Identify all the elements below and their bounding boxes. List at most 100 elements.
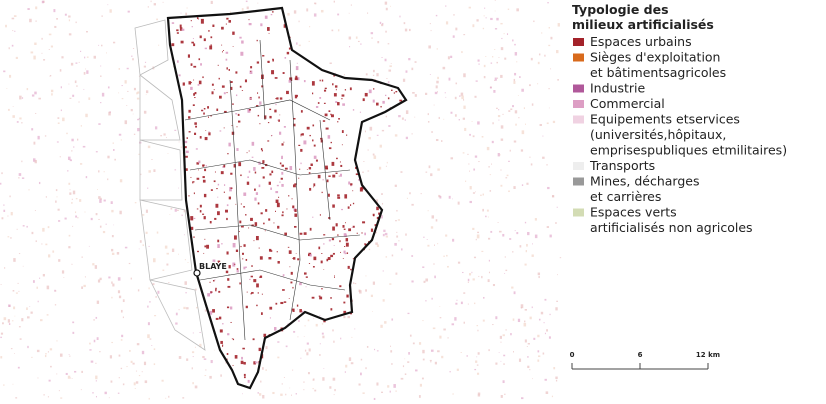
land-patch — [522, 130, 525, 134]
land-patch — [342, 130, 344, 133]
land-patch — [363, 161, 364, 162]
land-patch — [475, 191, 476, 192]
land-patch — [86, 70, 88, 74]
land-patch — [495, 0, 496, 1]
land-patch — [450, 56, 452, 58]
land-patch — [212, 25, 214, 27]
land-patch — [60, 156, 61, 157]
land-patch — [272, 59, 274, 60]
land-patch — [249, 151, 250, 152]
land-patch — [21, 122, 23, 123]
land-patch — [294, 226, 297, 228]
land-patch — [336, 158, 338, 159]
land-patch — [185, 13, 187, 16]
land-patch — [404, 359, 405, 360]
land-patch — [439, 336, 441, 339]
land-patch — [508, 110, 510, 112]
land-patch — [437, 243, 438, 244]
land-patch — [166, 264, 168, 266]
land-patch — [254, 189, 256, 191]
land-patch — [61, 109, 62, 111]
land-patch — [428, 45, 431, 48]
land-patch — [413, 343, 415, 345]
land-patch — [224, 184, 225, 186]
land-patch — [307, 169, 308, 170]
land-patch — [336, 223, 338, 226]
land-patch — [158, 45, 159, 46]
land-patch — [151, 1, 152, 2]
land-patch — [543, 353, 545, 355]
land-patch — [344, 229, 346, 230]
land-patch — [456, 300, 457, 301]
land-patch — [433, 263, 434, 265]
land-patch — [27, 8, 29, 10]
land-patch — [240, 52, 243, 56]
land-patch — [240, 86, 242, 88]
land-patch — [538, 350, 540, 352]
land-patch — [436, 15, 437, 16]
legend-swatch — [573, 162, 584, 170]
land-patch — [301, 110, 303, 112]
land-patch — [41, 243, 42, 244]
land-patch — [546, 391, 549, 394]
land-patch — [396, 210, 397, 212]
land-patch — [386, 236, 388, 238]
land-patch — [381, 193, 383, 195]
land-patch — [67, 170, 68, 171]
land-patch — [126, 105, 127, 106]
land-patch — [492, 324, 493, 325]
land-patch — [428, 210, 429, 211]
land-patch — [514, 79, 515, 81]
land-patch — [362, 172, 364, 173]
land-patch — [284, 377, 285, 378]
land-patch — [540, 124, 542, 126]
land-patch — [98, 196, 100, 199]
land-patch — [42, 1, 44, 4]
land-patch — [260, 276, 262, 278]
land-patch — [269, 109, 271, 110]
land-patch — [37, 378, 38, 379]
land-patch — [415, 94, 417, 97]
land-patch — [72, 378, 73, 379]
land-patch — [289, 80, 291, 83]
land-patch — [469, 7, 471, 9]
land-patch — [320, 214, 321, 216]
land-patch — [461, 51, 462, 53]
land-patch — [182, 215, 183, 216]
land-patch — [277, 341, 279, 342]
land-patch — [326, 128, 329, 130]
land-patch — [285, 57, 287, 59]
land-patch — [6, 88, 7, 89]
land-patch — [310, 254, 312, 256]
land-patch — [314, 3, 315, 4]
land-patch — [267, 27, 270, 31]
land-patch — [309, 41, 310, 42]
land-patch — [304, 325, 305, 326]
land-patch — [276, 200, 279, 203]
land-patch — [478, 64, 479, 65]
land-patch — [193, 332, 194, 333]
land-patch — [257, 40, 258, 41]
land-patch — [334, 277, 335, 278]
land-patch — [246, 259, 247, 261]
land-patch — [319, 354, 320, 356]
land-patch — [373, 75, 374, 76]
land-patch — [549, 336, 551, 338]
land-patch — [186, 151, 189, 153]
land-patch — [180, 25, 182, 28]
land-patch — [473, 135, 475, 137]
land-patch — [222, 323, 223, 324]
land-patch — [385, 233, 388, 235]
land-patch — [192, 182, 193, 184]
land-patch — [368, 137, 371, 139]
land-patch — [211, 189, 213, 191]
land-patch — [367, 170, 369, 171]
land-patch — [297, 258, 299, 260]
land-patch — [35, 6, 37, 9]
land-patch — [406, 70, 408, 72]
land-patch — [505, 177, 507, 178]
land-patch — [262, 395, 264, 398]
land-patch — [521, 397, 523, 399]
land-patch — [194, 97, 195, 98]
land-patch — [489, 260, 490, 262]
